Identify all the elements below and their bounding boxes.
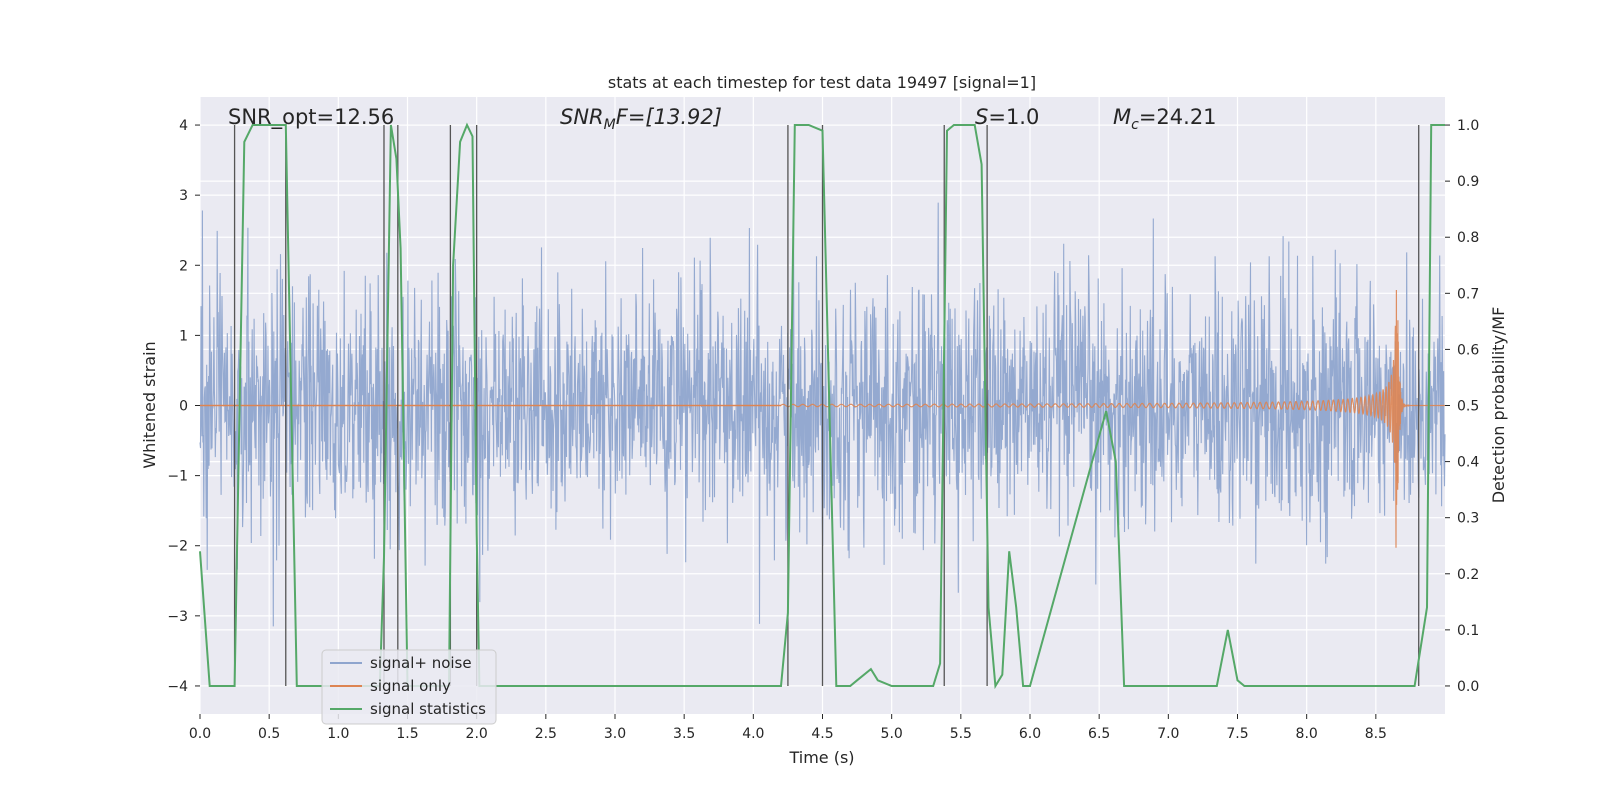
snr-mf-rest: F=[13.92]: [616, 105, 722, 129]
y-axis-right-label: Detection probability/MF: [1489, 307, 1508, 504]
x-tick-label-11: 5.5: [950, 726, 972, 742]
legend: signal+ noise signal only signal statist…: [321, 649, 497, 725]
x-tick-label-8: 4.0: [742, 726, 764, 742]
yr-tick-label-0: 0.0: [1457, 679, 1479, 695]
yl-tick-label-6: 2: [179, 258, 188, 274]
yr-tick-label-9: 0.9: [1457, 174, 1479, 190]
mc-label: M: [1113, 105, 1131, 129]
annotation-s: S=1.0: [975, 105, 1039, 129]
yr-tick-label-10: 1.0: [1457, 118, 1479, 134]
x-tick-label-10: 5.0: [881, 726, 903, 742]
yr-tick-label-1: 0.1: [1457, 623, 1479, 639]
y-axis-right-ticks: 0.0 0.1 0.2 0.3 0.4 0.5 0.6 0.7 0.8 0.9 1.0: [1445, 118, 1479, 695]
legend-label-noise: signal+ noise: [370, 654, 472, 672]
yr-tick-label-4: 0.4: [1457, 455, 1479, 471]
chart-title: stats at each timestep for test data 194…: [608, 73, 1036, 92]
annotation-snr-mf: SNRMF=[13.92]: [560, 105, 722, 133]
x-tick-label-14: 7.0: [1157, 726, 1179, 742]
snr-mf-label: SNR: [560, 105, 604, 129]
series-signal-statistics: [199, 122, 1445, 690]
x-tick-label-12: 6.0: [1019, 726, 1041, 742]
mc-sub: c: [1131, 117, 1139, 133]
vertical-markers: [233, 125, 1420, 686]
yl-tick-label-3: −1: [167, 469, 188, 485]
x-tick-label-5: 2.5: [535, 726, 557, 742]
x-tick-label-15: 7.5: [1226, 726, 1248, 742]
x-tick-label-6: 3.0: [604, 726, 626, 742]
legend-label-signal: signal only: [370, 677, 451, 695]
s-label: S: [975, 105, 988, 129]
x-tick-label-2: 1.0: [327, 726, 349, 742]
x-tick-label-9: 4.5: [811, 726, 833, 742]
x-axis-ticks: 0.0 0.5 1.0 1.5 2.0 2.5 3.0 3.5 4.0 4.5 5.0 5.5 6.0 6…: [189, 714, 1387, 742]
yr-tick-label-3: 0.3: [1457, 511, 1479, 527]
x-axis-label: Time (s): [788, 748, 854, 767]
x-tick-label-4: 2.0: [466, 726, 488, 742]
yl-tick-label-1: −3: [167, 609, 188, 625]
snr-mf-sub: M: [604, 117, 616, 133]
x-tick-label-16: 8.0: [1296, 726, 1318, 742]
x-tick-label-1: 0.5: [258, 726, 280, 742]
x-tick-label-17: 8.5: [1365, 726, 1387, 742]
yl-tick-label-2: −2: [167, 539, 188, 555]
yr-tick-label-5: 0.5: [1457, 399, 1479, 415]
annotation-mc: Mc=24.21: [1113, 105, 1217, 133]
y-axis-left-ticks: −4 −3 −2 −1 0 1 2 3 4: [167, 118, 200, 695]
yl-tick-label-7: 3: [179, 188, 188, 204]
yl-tick-label-4: 0: [179, 399, 188, 415]
x-tick-label-0: 0.0: [189, 726, 211, 742]
yr-tick-label-8: 0.8: [1457, 230, 1479, 246]
yl-tick-label-0: −4: [167, 679, 188, 695]
y-axis-left-label: Whitened strain: [140, 341, 159, 468]
yl-tick-label-8: 4: [179, 118, 188, 134]
mc-rest: =24.21: [1139, 105, 1217, 129]
yr-tick-label-7: 0.7: [1457, 286, 1479, 302]
legend-box: [321, 649, 497, 725]
yl-tick-label-5: 1: [179, 328, 188, 344]
x-tick-label-13: 6.5: [1088, 726, 1110, 742]
series-signal-only: [200, 289, 1445, 548]
x-tick-label-7: 3.5: [673, 726, 695, 742]
annotation-snr-opt: SNR_opt=12.56: [228, 105, 394, 130]
signal-chirp-line: [780, 289, 1445, 548]
yr-tick-label-6: 0.6: [1457, 342, 1479, 358]
s-rest: =1.0: [988, 105, 1039, 129]
x-tick-label-3: 1.5: [396, 726, 418, 742]
yr-tick-label-2: 0.2: [1457, 567, 1479, 583]
legend-label-stats: signal statistics: [370, 700, 486, 718]
stats-line: [199, 122, 1445, 690]
